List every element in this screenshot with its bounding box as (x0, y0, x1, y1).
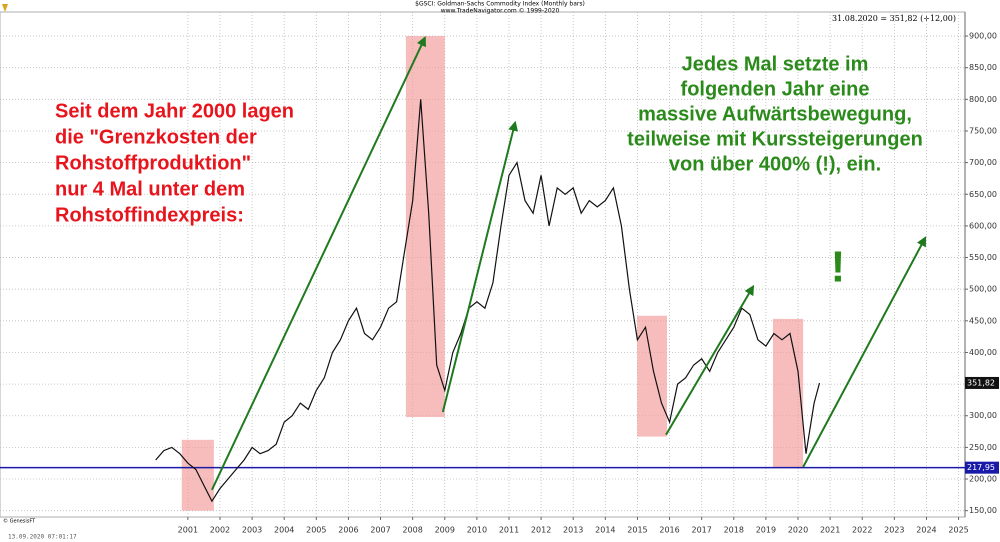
annotation-right: teilweise mit Kurssteigerungen (627, 128, 923, 150)
y-tick-label: 550,00 (969, 253, 997, 262)
trend-arrow (211, 36, 426, 491)
highlight-zone (405, 36, 445, 418)
trend-arrow (665, 284, 755, 436)
y-tick-label: 300,00 (969, 411, 997, 420)
x-tick-label: 2004 (274, 526, 294, 535)
annotation-right: folgenden Jahr eine (681, 78, 870, 100)
annotation-left: die "Grenzkosten der (55, 126, 257, 148)
trend-arrow (441, 120, 519, 413)
y-tick-label: 400,00 (969, 348, 997, 357)
y-tick-label: 850,00 (969, 63, 997, 72)
x-tick-label: 2022 (852, 526, 872, 535)
y-tick-label: 600,00 (969, 221, 997, 230)
logo-icon (2, 4, 8, 12)
last-price-box (965, 376, 999, 389)
x-tick-label: 2021 (820, 526, 840, 535)
reference-label-box (965, 461, 999, 474)
x-tick-label: 2012 (531, 526, 551, 535)
y-tick-label: 900,00 (969, 32, 997, 41)
chart-subtitle: www.TradeNavigator.com © 1999-2020 (441, 8, 560, 15)
reference-label: 217,95 (967, 463, 995, 472)
x-tick-label: 2014 (595, 526, 615, 535)
annotation-right: massive Aufwärtsbewegung, (638, 103, 912, 125)
highlight-zone (181, 439, 214, 511)
x-tick-label: 2018 (724, 526, 744, 535)
x-tick-label: 2006 (338, 526, 358, 535)
y-tick-label: 200,00 (969, 475, 997, 484)
x-tick-label: 2013 (563, 526, 583, 535)
footer-source: © GenesisFT (3, 518, 36, 525)
x-tick-label: 2002 (210, 526, 230, 535)
last-price-label: 351,82 (967, 378, 995, 387)
x-tick-label: 2016 (659, 526, 679, 535)
y-tick-label: 500,00 (969, 285, 997, 294)
trend-arrow (802, 236, 927, 468)
x-tick-label: 2015 (627, 526, 647, 535)
y-tick-label: 250,00 (969, 443, 997, 452)
y-tick-label: 150,00 (969, 506, 997, 515)
x-tick-label: 2009 (435, 526, 455, 535)
x-tick-label: 2024 (916, 526, 936, 535)
annotation-left: Rohstoffproduktion" (55, 152, 251, 174)
y-tick-label: 450,00 (969, 316, 997, 325)
annotation-right: Jedes Mal setzte im (682, 53, 869, 75)
annotation-left: nur 4 Mal unter dem (55, 178, 245, 200)
x-tick-label: 2011 (499, 526, 519, 535)
x-tick-label: 2017 (691, 526, 711, 535)
y-tick-label: 750,00 (969, 126, 997, 135)
timestamp: 13.09.2020 07:01:17 (8, 534, 77, 541)
price-line (155, 99, 821, 503)
y-tick-label: 800,00 (969, 95, 997, 104)
highlight-zone (772, 318, 804, 468)
chart-title: $GSCI: Goldman-Sachs Commodity Index (Mo… (415, 1, 585, 8)
x-tick-label: 2007 (370, 526, 390, 535)
x-tick-label: 2020 (788, 526, 808, 535)
x-tick-label: 2025 (948, 526, 968, 535)
x-tick-label: 2003 (242, 526, 262, 535)
x-tick-label: 2005 (306, 526, 326, 535)
annotation-left: Rohstoffindexpreis: (55, 204, 244, 226)
y-tick-label: 700,00 (969, 158, 997, 167)
annotation-left: Seit dem Jahr 2000 lagen (55, 100, 294, 122)
highlight-zone (637, 315, 667, 437)
x-tick-label: 2010 (467, 526, 487, 535)
x-tick-label: 2019 (756, 526, 776, 535)
exclamation: ! (831, 243, 846, 292)
x-tick-label: 2008 (402, 526, 422, 535)
y-tick-label: 650,00 (969, 190, 997, 199)
annotation-right: von über 400% (!), ein. (669, 153, 881, 175)
x-tick-label: 2023 (884, 526, 904, 535)
x-tick-label: 2001 (178, 526, 198, 535)
